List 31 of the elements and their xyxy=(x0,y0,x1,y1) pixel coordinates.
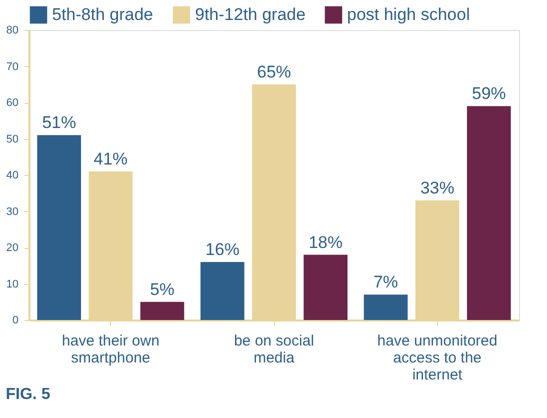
y-tick-label: 10 xyxy=(6,278,18,290)
data-label: 16% xyxy=(205,240,240,259)
bar xyxy=(140,302,184,320)
legend-label: 9th-12th grade xyxy=(195,4,306,24)
y-tick-label: 20 xyxy=(6,242,18,254)
legend-label: 5th-8th grade xyxy=(52,4,154,24)
data-label: 7% xyxy=(373,272,398,292)
y-tick-label: 70 xyxy=(6,60,18,73)
data-label: 33% xyxy=(420,178,454,198)
x-tick-label: have their own smartphone xyxy=(62,332,160,366)
bar xyxy=(304,254,348,320)
y-tick-label: 0 xyxy=(12,314,18,326)
data-label: 5% xyxy=(150,280,175,299)
data-label: 65% xyxy=(256,62,292,82)
x-tick-label: be on social media xyxy=(234,332,314,366)
bar xyxy=(37,135,82,320)
y-tick-label: 50 xyxy=(6,133,18,146)
legend-label: post high school xyxy=(347,4,470,24)
y-tick-label: 60 xyxy=(6,97,18,109)
x-tick-label: have unmonitored access to the internet xyxy=(377,332,498,384)
data-label: 59% xyxy=(472,84,506,104)
y-tick-label: 40 xyxy=(6,170,18,182)
bar xyxy=(364,294,408,320)
caption: FIG. 5 xyxy=(6,386,50,403)
data-label: 41% xyxy=(94,149,128,168)
bar xyxy=(200,262,244,320)
y-tick-label: 80 xyxy=(6,24,18,36)
y-tick-label: 30 xyxy=(6,206,18,218)
data-label: 18% xyxy=(308,232,343,252)
bar xyxy=(466,106,511,320)
data-label: 51% xyxy=(42,113,76,132)
